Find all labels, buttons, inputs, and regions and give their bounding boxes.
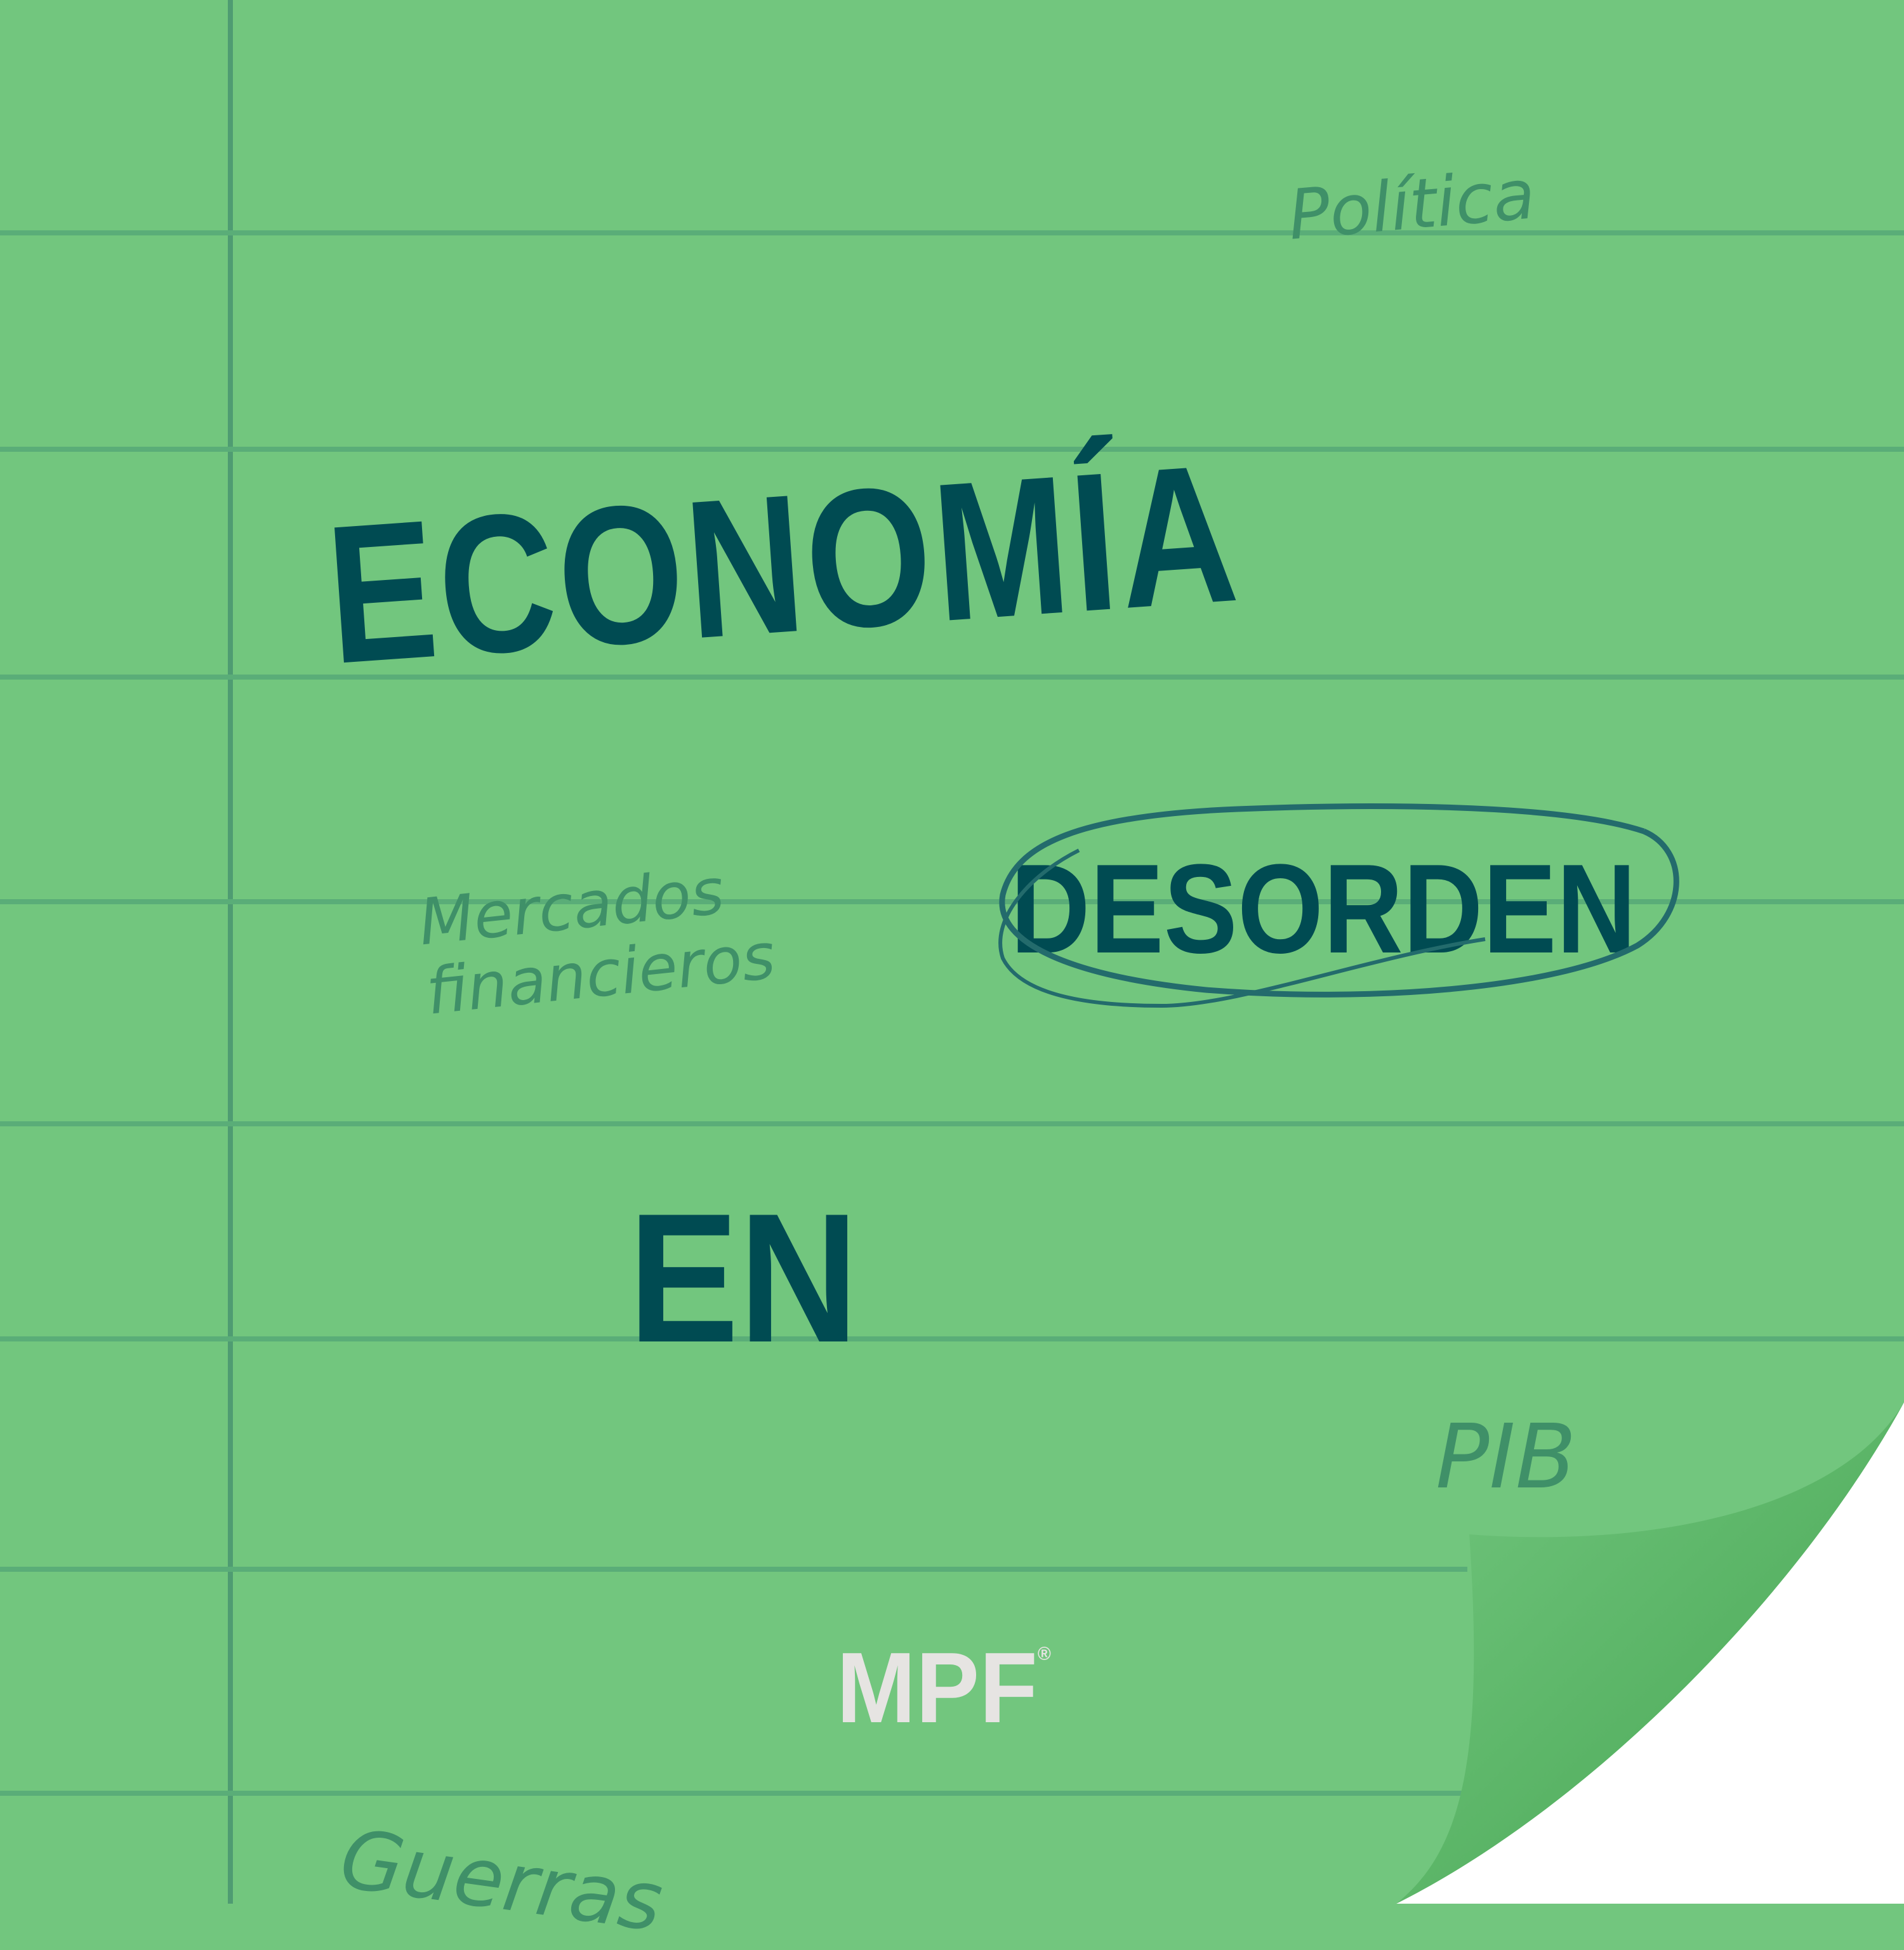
keyword-guerras: Guerras — [334, 1812, 668, 1950]
mpf-logo: MPF® — [836, 1631, 1051, 1746]
rule-line — [0, 447, 1904, 452]
rule-line — [0, 675, 1904, 680]
headline-economia: ECONOMÍA — [321, 421, 1246, 706]
headline-desorden: DESORDEN — [1010, 838, 1637, 980]
rule-line — [0, 230, 1904, 235]
rule-line — [0, 899, 1904, 904]
rule-line — [0, 1791, 1463, 1796]
mpf-logo-text: MPF — [836, 1632, 1038, 1744]
rule-line — [0, 1121, 1904, 1126]
margin-line — [228, 0, 233, 1904]
keyword-pib: PIB — [1436, 1406, 1577, 1509]
registered-mark: ® — [1037, 1644, 1051, 1664]
rule-line — [0, 1336, 1904, 1341]
rule-line — [0, 1567, 1467, 1572]
headline-en: EN — [628, 1175, 859, 1381]
keyword-politica: Política — [1285, 155, 1538, 256]
keyword-mercados-financieros: Mercados financieros — [416, 852, 779, 1029]
